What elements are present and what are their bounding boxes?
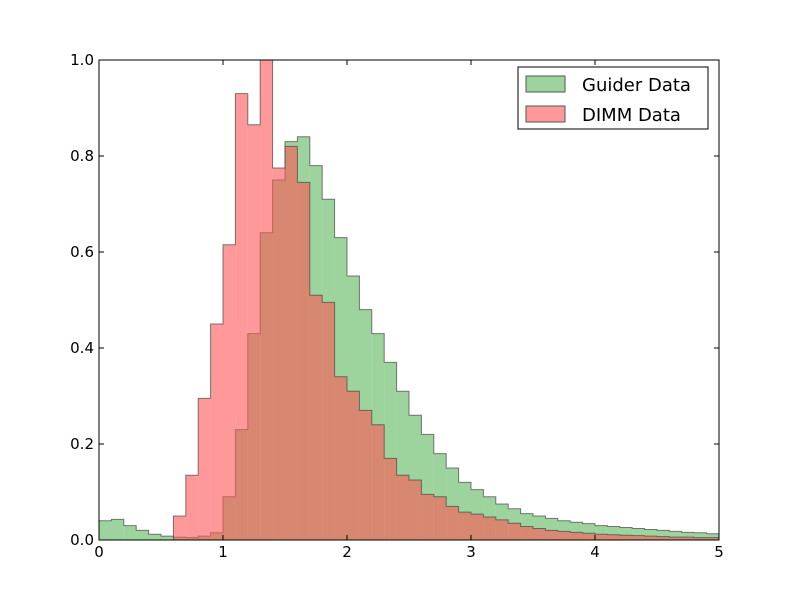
histogram-bar [198, 398, 211, 540]
histogram-bar [235, 93, 248, 540]
histogram-bar [309, 295, 323, 540]
histogram-bar [669, 531, 682, 540]
histogram-bar [223, 244, 236, 541]
histogram-bar [371, 424, 385, 540]
histogram-bar [148, 534, 161, 540]
histogram-bar [694, 537, 707, 540]
y-tick-label: 0.2 [70, 435, 94, 453]
histogram-bar [632, 535, 645, 540]
histogram-bar [607, 534, 620, 540]
y-tick-label: 0.4 [70, 339, 94, 357]
histogram-bar [557, 531, 571, 540]
y-tick-label: 0.8 [70, 147, 94, 165]
histogram-bar [533, 528, 546, 540]
y-tick-label: 0.0 [70, 531, 94, 549]
histogram-bar [483, 516, 496, 540]
histogram-bar [247, 124, 261, 541]
histogram-bar [706, 533, 719, 540]
histogram-bar [495, 519, 509, 540]
histogram-bar [681, 537, 695, 540]
x-tick-label: 0 [94, 543, 104, 561]
x-tick-label: 3 [466, 543, 476, 561]
histogram-bar [384, 458, 397, 540]
histogram-bar [545, 530, 558, 540]
legend-label-dimm: DIMM Data [582, 105, 681, 126]
x-tick-label: 2 [342, 543, 352, 561]
legend: Guider Data DIMM Data [517, 66, 709, 130]
histogram-bar [136, 530, 149, 540]
histogram-bar [185, 475, 199, 540]
x-tick-label: 1 [218, 543, 228, 561]
histogram-bar [570, 532, 583, 540]
histogram-bar [396, 475, 409, 540]
histogram-bar [520, 526, 533, 540]
histogram-bar [260, 60, 273, 540]
histogram-bar [632, 528, 645, 540]
histogram-bar [409, 480, 422, 540]
histogram-bar [210, 324, 223, 540]
histogram-bar [619, 535, 633, 540]
histogram-bar [508, 523, 521, 540]
histogram-bar [582, 533, 595, 540]
histogram-bar [111, 519, 124, 540]
y-tick-label: 0.6 [70, 243, 94, 261]
histogram-bar [657, 530, 670, 540]
histogram-bar [285, 146, 298, 540]
histogram-bar [322, 302, 335, 540]
legend-swatch-dimm [525, 105, 566, 123]
histogram-bar [421, 494, 434, 540]
x-tick-label: 5 [714, 543, 724, 561]
ticks-layer: 0 1 2 3 4 5 0.0 0.2 0.4 0.6 0.8 1.0 [70, 51, 724, 561]
histogram-bar [123, 525, 137, 540]
histogram-bar [359, 410, 372, 540]
histogram-bar [347, 391, 360, 540]
y-tick-label: 1.0 [70, 51, 94, 69]
histogram-outline [172, 59, 720, 540]
histogram-bar [99, 520, 112, 540]
histogram-bar [173, 516, 186, 540]
histogram-bar [433, 496, 447, 540]
series-dimm [172, 59, 720, 541]
legend-label-guider: Guider Data [582, 75, 691, 96]
histogram-bar [644, 529, 657, 540]
histogram-bar [297, 182, 310, 540]
histogram-bar [334, 376, 347, 540]
histogram-bar [694, 532, 707, 540]
plot-frame [98, 59, 720, 541]
histogram-bar [458, 512, 471, 540]
histogram-bar [595, 534, 608, 540]
histogram-bar [446, 506, 459, 540]
histogram-bar [471, 514, 484, 540]
x-tick-label: 4 [590, 543, 600, 561]
histogram-bar [161, 536, 174, 540]
histogram-bar [644, 536, 657, 540]
histogram-bar [681, 532, 695, 540]
histogram-bar [669, 537, 682, 540]
histogram-bar [657, 536, 670, 540]
legend-swatch-guider [525, 75, 566, 93]
histogram-bar [706, 537, 719, 540]
histogram-bar [272, 168, 285, 540]
series-layer [98, 59, 720, 541]
